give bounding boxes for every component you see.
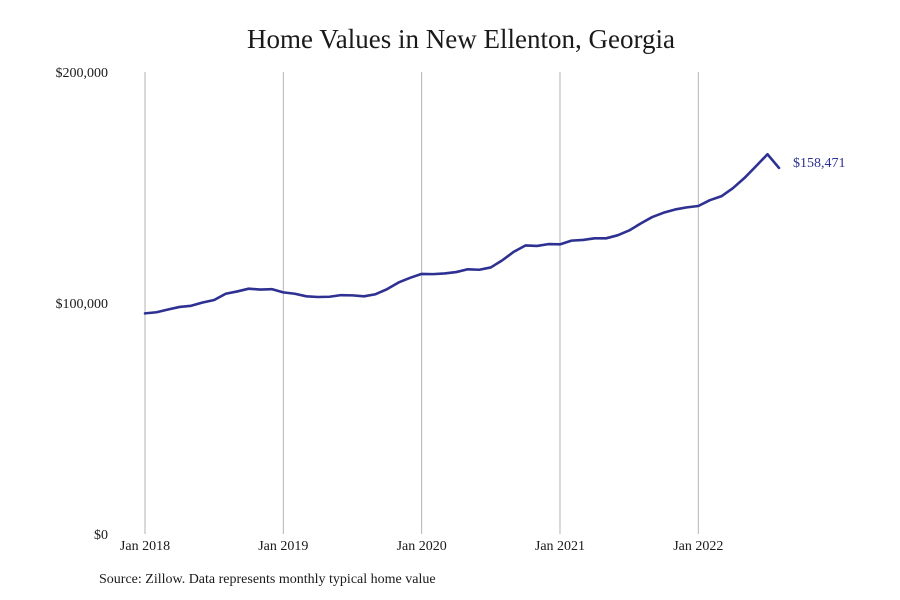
data-point <box>317 296 319 298</box>
data-point <box>144 312 146 314</box>
data-point <box>616 234 618 236</box>
data-point <box>547 243 549 245</box>
data-point <box>374 293 376 295</box>
data-point <box>444 272 446 274</box>
data-labels: $158,471 <box>793 156 846 171</box>
data-point <box>190 305 192 307</box>
data-point <box>351 294 353 296</box>
x-tick-label: Jan 2021 <box>535 539 585 554</box>
data-point <box>755 165 757 167</box>
data-point <box>513 251 515 253</box>
data-point <box>213 299 215 301</box>
x-tick-label: Jan 2019 <box>258 539 308 554</box>
data-point <box>420 273 422 275</box>
y-tick-label: $200,000 <box>56 66 109 81</box>
gridlines <box>144 72 699 534</box>
y-tick-label: $0 <box>94 528 108 543</box>
data-point <box>732 187 734 189</box>
data-point <box>259 288 261 290</box>
data-point <box>201 301 203 303</box>
data-point <box>490 266 492 268</box>
data-point <box>697 205 699 207</box>
data-point <box>593 237 595 239</box>
data-point <box>294 293 296 295</box>
data-point <box>720 195 722 197</box>
data-point <box>743 177 745 179</box>
data-point <box>282 291 284 293</box>
data-point <box>236 290 238 292</box>
data-point <box>766 153 768 155</box>
data-point <box>178 306 180 308</box>
data-point <box>663 211 665 213</box>
series-line <box>143 152 781 315</box>
x-tick-label: Jan 2022 <box>673 539 723 554</box>
data-point <box>778 167 780 169</box>
data-point <box>524 244 526 246</box>
x-tick-label: Jan 2020 <box>397 539 447 554</box>
data-point <box>363 295 365 297</box>
data-point <box>305 295 307 297</box>
data-point <box>559 243 561 245</box>
data-point <box>628 229 630 231</box>
y-tick-label: $100,000 <box>56 297 109 312</box>
data-point <box>328 296 330 298</box>
series-layer <box>143 152 781 315</box>
data-point <box>271 288 273 290</box>
chart-title: Home Values in New Ellenton, Georgia <box>247 24 675 54</box>
data-point <box>432 273 434 275</box>
data-point <box>651 216 653 218</box>
data-point <box>248 287 250 289</box>
data-point <box>674 208 676 210</box>
x-axis: Jan 2018 Jan 2019 Jan 2020 Jan 2021 Jan 2022 <box>120 539 723 554</box>
x-tick-label: Jan 2018 <box>120 539 170 554</box>
data-point <box>467 268 469 270</box>
data-point <box>455 271 457 273</box>
data-point <box>709 199 711 201</box>
data-point <box>639 222 641 224</box>
y-axis: $200,000 $100,000 $0 <box>56 66 109 543</box>
data-point <box>686 206 688 208</box>
data-point <box>340 294 342 296</box>
source-note: Source: Zillow. Data represents monthly … <box>99 572 436 587</box>
data-point <box>570 239 572 241</box>
data-point <box>167 308 169 310</box>
data-point <box>386 288 388 290</box>
data-point <box>478 269 480 271</box>
data-point <box>605 237 607 239</box>
end-value-label: $158,471 <box>793 156 846 171</box>
data-point <box>536 245 538 247</box>
data-point <box>155 311 157 313</box>
data-point <box>501 259 503 261</box>
data-point <box>224 293 226 295</box>
data-point <box>582 239 584 241</box>
data-point <box>397 281 399 283</box>
data-point <box>409 277 411 279</box>
